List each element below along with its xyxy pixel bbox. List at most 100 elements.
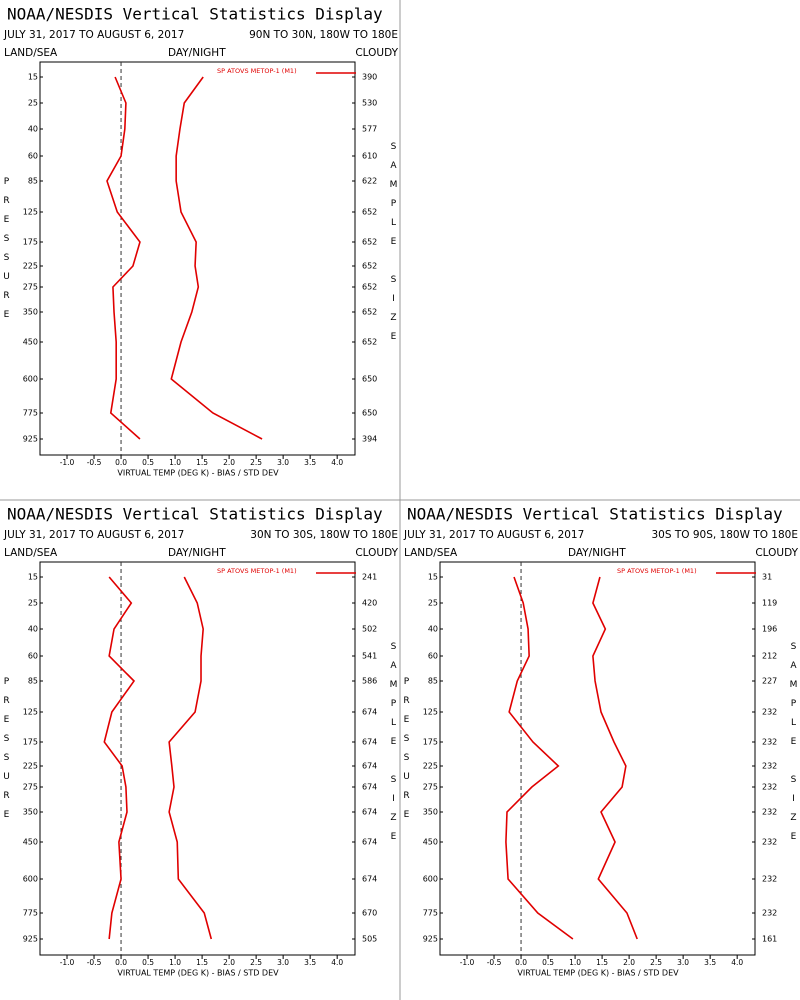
y-tick-label: 175	[23, 238, 38, 247]
sample-size-label: 502	[362, 625, 377, 634]
sample-size-label: 650	[362, 375, 377, 384]
x-tick-label: 3.0	[277, 458, 289, 467]
x-tick-label: 3.0	[277, 958, 289, 967]
x-tick-label: 4.0	[731, 958, 743, 967]
region: 30S TO 90S, 180W TO 180E	[651, 529, 798, 541]
y-tick-label: 275	[423, 783, 438, 792]
x-tick-label: 1.5	[196, 958, 208, 967]
subtitle: JULY 31, 2017 TO AUGUST 6, 2017	[3, 29, 184, 41]
x-tick-label: 0.0	[115, 958, 127, 967]
header-center: DAY/NIGHT	[168, 47, 226, 59]
y-tick-label: 85	[28, 177, 38, 186]
y-tick-label: 25	[428, 599, 438, 608]
x-tick-label: 4.0	[331, 958, 343, 967]
y-tick-label: 275	[23, 783, 38, 792]
y-tick-label: 775	[23, 409, 38, 418]
x-tick-label: 1.5	[596, 958, 608, 967]
legend-label: SP ATOVS METOP-1 (M1)	[217, 567, 297, 575]
y-tick-label: 40	[28, 125, 38, 134]
y-tick-label: 450	[23, 838, 38, 847]
y-tick-label: 350	[23, 308, 38, 317]
sample-size-label: 674	[362, 808, 377, 817]
sample-size-label: 232	[762, 909, 777, 918]
region: 30N TO 30S, 180W TO 180E	[250, 529, 398, 541]
header-left: LAND/SEA	[4, 47, 58, 59]
sample-size-label: 31	[762, 573, 772, 582]
y-axis-label: PRESSURE	[2, 677, 12, 829]
chart-panel: NOAA/NESDIS Vertical Statistics Display J…	[2, 5, 399, 478]
y-tick-label: 125	[423, 708, 438, 717]
header-right: CLOUDY	[755, 547, 798, 559]
sample-size-label: 652	[362, 208, 377, 217]
sample-size-label: 622	[362, 177, 377, 186]
header-center: DAY/NIGHT	[168, 547, 226, 559]
x-tick-label: 2.5	[250, 458, 262, 467]
sample-size-label: 212	[762, 652, 777, 661]
y-tick-label: 925	[23, 435, 38, 444]
bias-line	[103, 576, 136, 940]
x-tick-label: 3.0	[677, 958, 689, 967]
y-tick-label: 25	[28, 599, 38, 608]
subtitle: JULY 31, 2017 TO AUGUST 6, 2017	[3, 529, 184, 541]
y-tick-label: 15	[28, 73, 38, 82]
sample-size-label: 652	[362, 262, 377, 271]
chart-title: NOAA/NESDIS Vertical Statistics Display	[7, 5, 383, 24]
header-center: DAY/NIGHT	[568, 547, 626, 559]
sample-size-label: 420	[362, 599, 377, 608]
y-tick-label: 175	[23, 738, 38, 747]
y-tick-label: 225	[23, 762, 38, 771]
sample-size-label: 674	[362, 708, 377, 717]
sample-size-label: 505	[362, 935, 377, 944]
plot-frame	[39, 561, 356, 956]
x-tick-label: 0.0	[115, 458, 127, 467]
x-tick-label: 0.5	[142, 958, 154, 967]
y-tick-label: 350	[23, 808, 38, 817]
sample-size-label: 530	[362, 99, 377, 108]
sample-size-label: 652	[362, 308, 377, 317]
y-tick-label: 85	[428, 677, 438, 686]
sample-size-label: 674	[362, 875, 377, 884]
y-tick-label: 25	[28, 99, 38, 108]
x-tick-label: -0.5	[487, 958, 502, 967]
sample-size-label: 674	[362, 783, 377, 792]
sample-size-label: 227	[762, 677, 777, 686]
y-tick-label: 225	[23, 262, 38, 271]
x-tick-label: 1.5	[196, 458, 208, 467]
y2-axis-label: SAMPLE SIZE	[389, 142, 399, 351]
sample-size-label: 196	[762, 625, 777, 634]
sample-size-label: 232	[762, 762, 777, 771]
std-dev-line	[170, 76, 263, 440]
x-axis-label: VIRTUAL TEMP (DEG K) - BIAS / STD DEV	[517, 969, 679, 978]
sample-size-label: 674	[362, 738, 377, 747]
sample-size-label: 652	[362, 338, 377, 347]
y-tick-label: 275	[23, 283, 38, 292]
x-tick-label: -1.0	[60, 458, 75, 467]
chart-title: NOAA/NESDIS Vertical Statistics Display	[7, 505, 383, 524]
sample-size-label: 232	[762, 808, 777, 817]
y-tick-label: 600	[23, 875, 38, 884]
x-tick-label: 3.5	[304, 458, 316, 467]
plot-frame	[439, 561, 756, 956]
x-tick-label: 0.5	[542, 958, 554, 967]
sample-size-label: 541	[362, 652, 377, 661]
sample-size-label: 586	[362, 677, 377, 686]
y-tick-label: 450	[423, 838, 438, 847]
bias-line	[106, 76, 141, 440]
y-tick-label: 600	[23, 375, 38, 384]
x-tick-label: -0.5	[87, 958, 102, 967]
sample-size-label: 232	[762, 708, 777, 717]
y-tick-label: 125	[23, 708, 38, 717]
x-tick-label: 1.0	[169, 958, 181, 967]
sample-size-label: 610	[362, 152, 377, 161]
x-tick-label: 2.5	[250, 958, 262, 967]
header-left: LAND/SEA	[4, 547, 58, 559]
x-tick-label: 1.0	[569, 958, 581, 967]
std-dev-line	[168, 576, 213, 940]
y-tick-label: 40	[428, 625, 438, 634]
sample-size-label: 652	[362, 238, 377, 247]
y-tick-label: 15	[428, 573, 438, 582]
x-tick-label: 2.0	[223, 958, 235, 967]
sample-size-label: 390	[362, 73, 377, 82]
chart-panel: NOAA/NESDIS Vertical Statistics Display J…	[402, 505, 799, 978]
chart-title: NOAA/NESDIS Vertical Statistics Display	[407, 505, 783, 524]
